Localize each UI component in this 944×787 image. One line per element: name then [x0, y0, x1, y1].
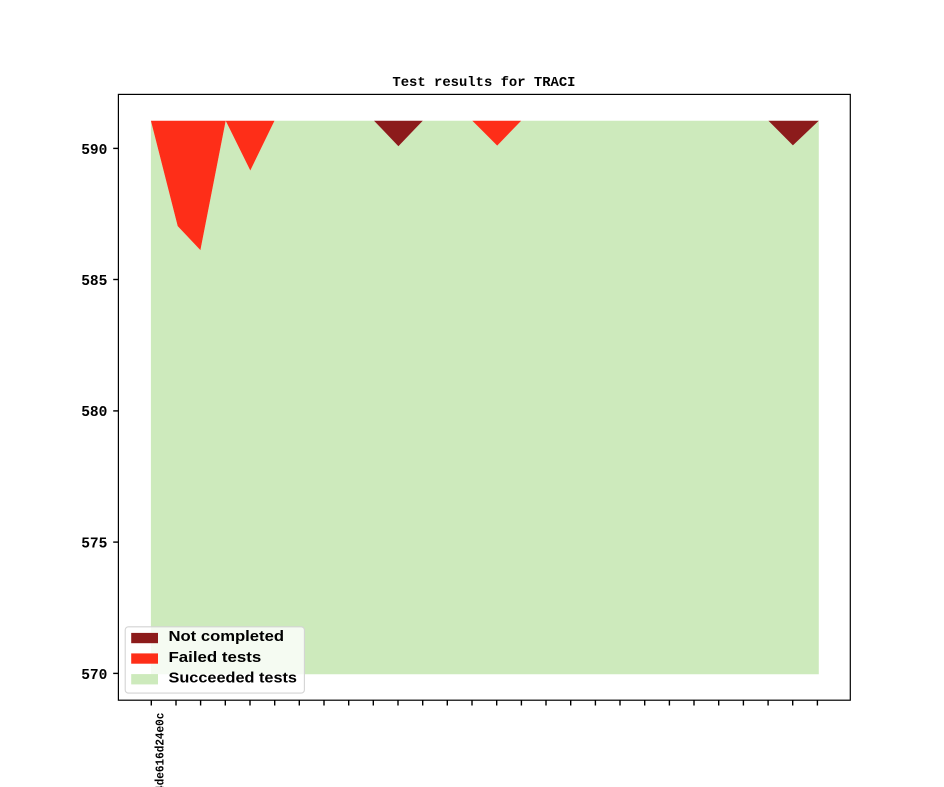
- svg-text:Succeeded tests: Succeeded tests: [169, 671, 298, 687]
- svg-text:Failed tests: Failed tests: [169, 650, 262, 666]
- svg-text:Not completed: Not completed: [169, 629, 285, 645]
- svg-text:580: 580: [81, 404, 107, 421]
- svg-text:4de616d24e0c: 4de616d24e0c: [154, 713, 168, 787]
- svg-text:575: 575: [81, 535, 107, 552]
- svg-text:585: 585: [81, 273, 107, 290]
- svg-text:570: 570: [81, 667, 107, 684]
- svg-text:Test results for TRACI: Test results for TRACI: [392, 75, 575, 91]
- svg-text:590: 590: [81, 142, 107, 159]
